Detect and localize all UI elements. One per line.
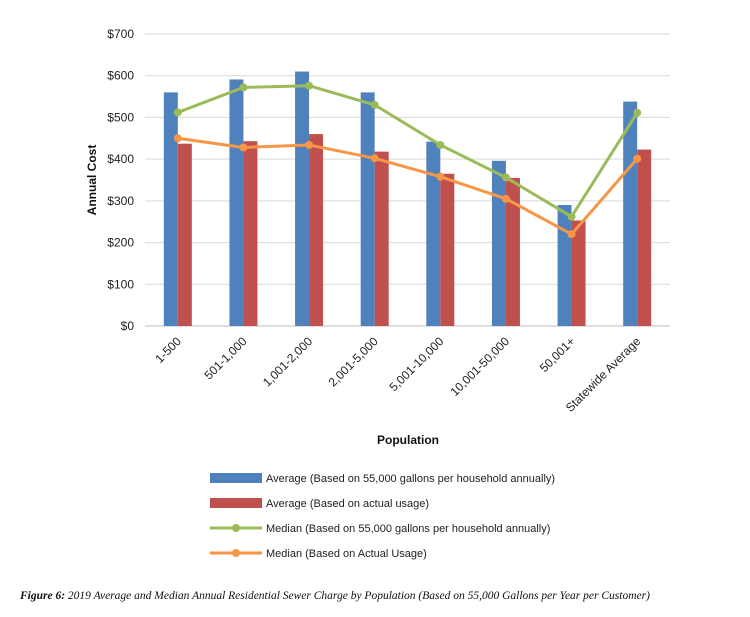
line-point (567, 230, 576, 239)
line-point (436, 140, 445, 149)
legend-label: Median (Based on Actual Usage) (266, 548, 427, 560)
figure-caption-text: 2019 Average and Median Annual Residenti… (65, 590, 650, 602)
x-tick-label: 1,001-2,000 (260, 334, 315, 389)
line-point (239, 143, 248, 152)
bar (295, 71, 310, 327)
bar (571, 220, 586, 326)
line-point (305, 140, 314, 149)
x-axis-title: Population (377, 433, 439, 447)
line-point (305, 81, 314, 90)
x-tick-label: 2,001-5,000 (326, 334, 381, 389)
x-tick-label: 10,001-50,000 (447, 334, 512, 399)
bar (309, 134, 324, 326)
line-point (567, 212, 576, 221)
line-point (501, 194, 510, 203)
bar (440, 173, 455, 326)
line-point (633, 108, 642, 117)
bar (637, 149, 652, 326)
line-series (173, 81, 642, 239)
y-tick-label: $300 (107, 194, 134, 208)
legend-swatch (210, 473, 262, 483)
bar (177, 143, 192, 326)
figure-caption: Figure 6: 2019 Average and Median Annual… (20, 590, 745, 602)
legend-label: Average (Based on actual usage) (266, 498, 429, 510)
line-point (436, 172, 445, 181)
x-tick-label: 5,001-10,000 (387, 334, 447, 394)
y-tick-label: $0 (121, 319, 135, 333)
legend: Average (Based on 55,000 gallons per hou… (210, 473, 555, 560)
figure-caption-label: Figure 6: (20, 590, 66, 602)
bar (505, 177, 520, 326)
line-point (370, 100, 379, 109)
bar (374, 151, 389, 326)
line-point (633, 154, 642, 163)
sewer-charge-chart: $0 $100 $200 $300 $400 $500 $600 $700 1-500 501-… (85, 27, 670, 560)
bar (557, 205, 572, 326)
bar (163, 92, 178, 327)
legend-label: Average (Based on 55,000 gallons per hou… (266, 473, 555, 485)
line-point (370, 154, 379, 163)
y-tick-label: $200 (107, 236, 134, 250)
legend-label: Median (Based on 55,000 gallons per hous… (266, 523, 550, 535)
y-axis-ticks: $0 $100 $200 $300 $400 $500 $600 $700 (107, 27, 134, 333)
line-point (501, 173, 510, 182)
bar (491, 160, 506, 326)
y-tick-label: $100 (107, 277, 134, 291)
x-axis-ticks: 1-500 501-1,000 1,001-2,000 2,001-5,000 5,00… (152, 334, 643, 415)
gridlines (145, 33, 670, 327)
y-tick-label: $400 (107, 152, 134, 166)
y-tick-label: $700 (107, 27, 134, 41)
legend-marker (232, 524, 240, 532)
bar (623, 101, 638, 326)
bar (243, 141, 258, 326)
y-tick-label: $600 (107, 69, 134, 83)
y-axis-title: Annual Cost (85, 145, 99, 216)
series-line (177, 136, 639, 236)
line-point (239, 83, 248, 92)
legend-marker (232, 549, 240, 557)
bar (426, 141, 441, 326)
bar (360, 92, 375, 327)
bar (229, 79, 244, 327)
legend-swatch (210, 498, 262, 508)
x-tick-label: 50,001+ (537, 334, 578, 375)
line-point (173, 108, 182, 117)
x-tick-label: 1-500 (152, 334, 184, 366)
series-line (177, 84, 639, 219)
x-tick-label: 501-1,000 (201, 334, 249, 382)
bar-series (163, 71, 652, 327)
y-tick-label: $500 (107, 110, 134, 124)
line-point (173, 134, 182, 143)
